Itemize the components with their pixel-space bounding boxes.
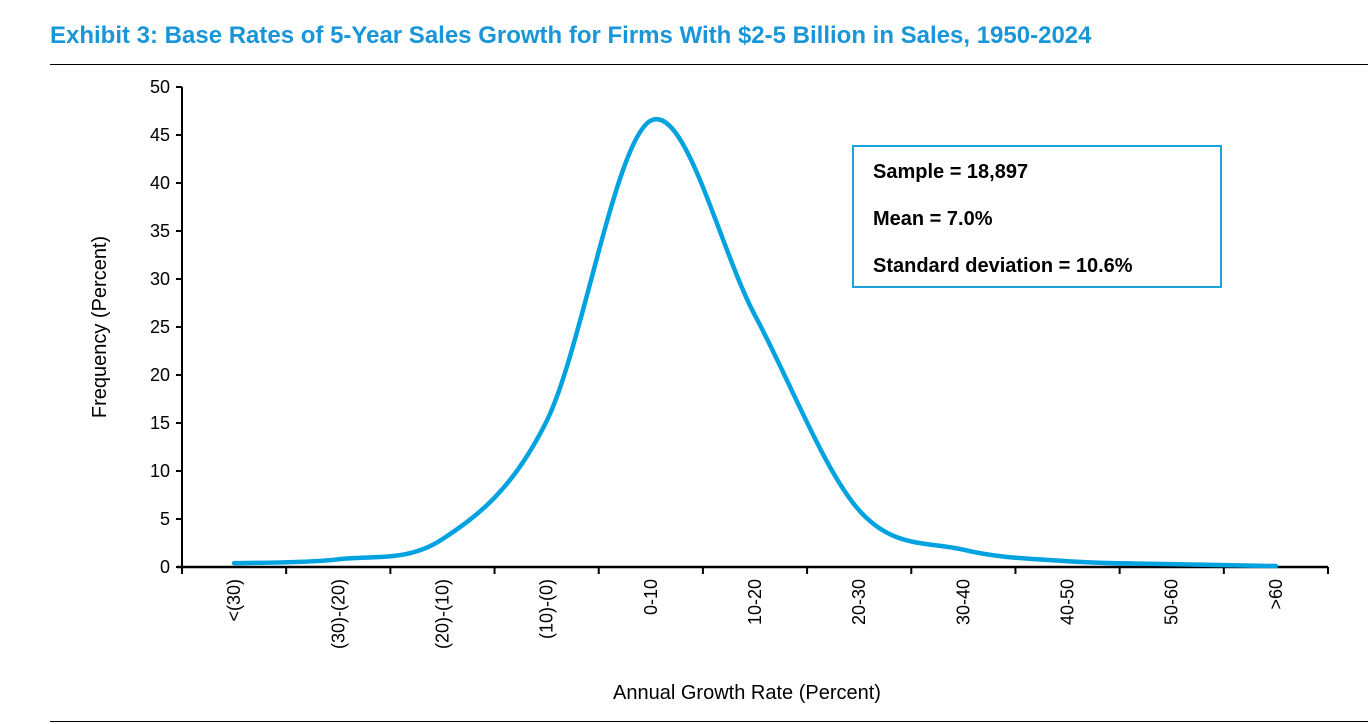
y-tick-label: 30 [150,269,170,289]
stat-sample: Sample = 18,897 [873,161,1029,183]
y-axis-label: Frequency (Percent) [89,236,111,418]
x-tick-label: <(30) [224,579,244,622]
x-tick-label: (20)-(10) [432,579,452,649]
x-tick-label: 50-60 [1162,579,1182,625]
y-tick-label: 40 [150,173,170,193]
y-tick-label: 0 [160,557,170,577]
x-axis-label: Annual Growth Rate (Percent) [613,682,881,704]
x-tick-label: 10-20 [745,579,765,625]
y-tick-label: 20 [150,365,170,385]
x-tick-label: 0-10 [641,579,661,615]
x-tick-label: (30)-(20) [328,579,348,649]
bottom-rule [50,721,1368,722]
chart-title: Exhibit 3: Base Rates of 5-Year Sales Gr… [50,22,1092,49]
x-tick-label: 30-40 [953,579,973,625]
x-tick-label: 20-30 [849,579,869,625]
top-rule [50,64,1368,65]
x-tick-label: (10)-(0) [537,579,557,639]
x-tick-label: >60 [1266,579,1286,610]
y-tick-label: 35 [150,221,170,241]
y-tick-label: 15 [150,413,170,433]
stat-mean: Mean = 7.0% [873,208,993,230]
stats-box: Sample = 18,897 Mean = 7.0% Standard dev… [852,145,1222,288]
y-tick-label: 50 [150,77,170,97]
y-tick-label: 5 [160,509,170,529]
x-tick-label: 40-50 [1058,579,1078,625]
y-tick-label: 25 [150,317,170,337]
stat-stddev: Standard deviation = 10.6% [873,255,1133,277]
y-tick-label: 10 [150,461,170,481]
y-tick-label: 45 [150,125,170,145]
